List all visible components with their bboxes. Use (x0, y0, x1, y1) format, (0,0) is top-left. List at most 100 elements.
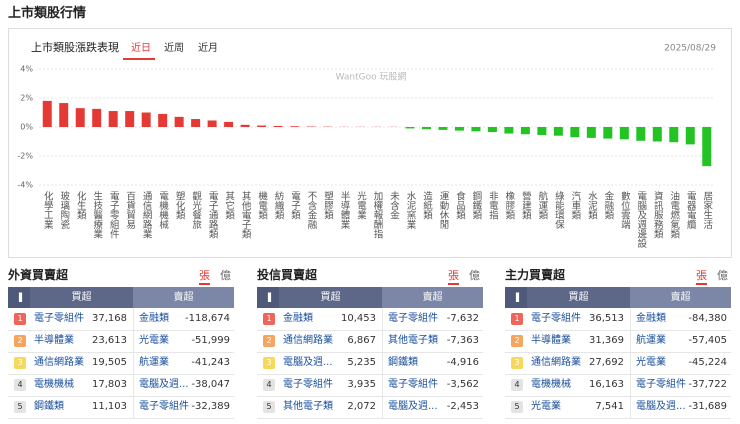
sell-name[interactable]: 電子零組件 (139, 401, 189, 412)
buy-value: 16,163 (589, 379, 624, 390)
x-tick-label: 其它類 (223, 191, 235, 220)
bar (158, 113, 168, 127)
bar (224, 121, 234, 127)
sell-name[interactable]: 電腦及週... (388, 401, 438, 412)
buy-name[interactable]: 金融類 (283, 313, 313, 324)
x-tick-label: 航運類 (536, 190, 548, 220)
unit-toggle[interactable]: 張 (448, 267, 459, 285)
buy-name[interactable]: 半導體業 (34, 335, 74, 346)
buy-name[interactable]: 電子零組件 (283, 379, 333, 390)
x-tick-label: 紡織類 (273, 190, 285, 220)
table-row: 1 電子零組件 36,513 金融類 -84,380 (505, 308, 731, 331)
unit-toggle[interactable]: 張 (696, 267, 707, 285)
rank-badge: 2 (263, 335, 275, 347)
bar (421, 127, 431, 130)
sell-name[interactable]: 金融類 (636, 313, 666, 324)
table-row: 5 光電業 7,541 電腦及週... -31,689 (505, 396, 731, 419)
unit-toggle[interactable]: 張 (199, 267, 210, 285)
header-row: ▐ 買超 賣超 (8, 287, 234, 308)
sell-name[interactable]: 電子零組件 (388, 379, 438, 390)
buy-name[interactable]: 鋼鐵類 (34, 401, 64, 412)
buy-name[interactable]: 電腦及週... (283, 357, 333, 368)
unit-toggle[interactable]: 億 (469, 269, 480, 282)
x-tick-label: 食品類 (454, 190, 466, 220)
sell-name[interactable]: 光電業 (636, 357, 666, 368)
y-tick-label: 2% (20, 94, 33, 103)
bar (405, 127, 415, 129)
unit-toggle[interactable]: 億 (220, 269, 231, 282)
table-row: 2 通信網路業 6,867 其他電子類 -7,363 (257, 330, 483, 353)
bar (108, 111, 118, 127)
divider (382, 352, 383, 374)
bar (570, 127, 580, 138)
buy-name[interactable]: 電子零組件 (34, 313, 84, 324)
x-tick-label: 觀光餐旅 (190, 190, 202, 230)
buy-name[interactable]: 電機機械 (34, 379, 74, 390)
tab[interactable]: 近日 (131, 41, 151, 54)
buy-name[interactable]: 通信網路業 (34, 357, 84, 368)
buy-name[interactable]: 其他電子類 (283, 401, 333, 412)
x-tick-label: 電器電纜 (685, 191, 697, 230)
table-row: 4 電機機械 17,803 電腦及週... -38,047 (8, 374, 234, 397)
x-tick-label: 其他電子類 (240, 191, 252, 239)
sell-value: -2,453 (446, 401, 479, 412)
bar (290, 126, 300, 127)
sell-name[interactable]: 電腦及週... (139, 379, 189, 390)
bar (42, 100, 52, 127)
buy-name[interactable]: 電子零組件 (531, 313, 581, 324)
x-tick-label: 電子類 (289, 191, 301, 220)
divider (630, 330, 631, 352)
buy-name[interactable]: 通信網路業 (531, 357, 581, 368)
rank-badge: 5 (511, 401, 523, 413)
table-title: 外資買賣超 (8, 268, 69, 282)
divider (133, 330, 134, 352)
tab[interactable]: 近月 (198, 41, 218, 54)
date: 2025/08/29 (664, 44, 716, 54)
x-tick-label: 油電燃氣類 (668, 190, 680, 239)
sell-name[interactable]: 其他電子類 (388, 335, 438, 346)
table-title: 主力買賣超 (505, 268, 566, 282)
sell-name[interactable]: 鋼鐵類 (388, 357, 418, 368)
bar (636, 127, 646, 141)
rank-badge: 1 (14, 313, 26, 325)
sell-name[interactable]: 電子零組件 (636, 379, 686, 390)
rank-badge: 1 (511, 313, 523, 325)
divider (382, 396, 383, 418)
sell-name[interactable]: 電腦及週... (636, 401, 686, 412)
sell-name[interactable]: 航運業 (636, 335, 666, 346)
page-title: 上市類股行情 (8, 6, 87, 21)
divider (382, 374, 383, 396)
x-tick-label: 綠能環保 (553, 190, 565, 230)
sell-name[interactable]: 航運業 (139, 357, 169, 368)
sell-name[interactable]: 金融類 (139, 313, 169, 324)
header-icon: ▐ (8, 287, 30, 308)
bar (652, 127, 662, 142)
buy-name[interactable]: 通信網路業 (283, 335, 333, 346)
table-row: 4 電子零組件 3,935 電子零組件 -3,562 (257, 374, 483, 397)
unit-toggle[interactable]: 億 (717, 269, 728, 282)
x-tick-label: 機電類 (256, 190, 268, 220)
sell-value: -84,380 (688, 313, 727, 324)
bar (240, 124, 250, 127)
rank-badge: 2 (511, 335, 523, 347)
tab[interactable]: 近周 (164, 41, 184, 54)
table-row: 3 電腦及週... 5,235 鋼鐵類 -4,916 (257, 352, 483, 375)
rank-badge: 1 (263, 313, 275, 325)
table-row: 2 半導體業 31,369 航運業 -57,405 (505, 330, 731, 353)
buy-name[interactable]: 光電業 (531, 401, 561, 412)
buy-value: 11,103 (92, 401, 127, 412)
divider (133, 352, 134, 374)
table-row: 5 其他電子類 2,072 電腦及週... -2,453 (257, 396, 483, 419)
sell-name[interactable]: 電子零組件 (388, 313, 438, 324)
buy-name[interactable]: 電機機械 (531, 379, 571, 390)
table-row: 3 通信網路業 19,505 航運業 -41,243 (8, 352, 234, 375)
x-tick-label: 不含金融 (306, 191, 318, 230)
sell-name[interactable]: 光電業 (139, 335, 169, 346)
x-tick-label: 鋼鐵類 (470, 190, 482, 220)
header-cell: 賣超 (630, 287, 731, 308)
buy-value: 37,168 (92, 313, 127, 324)
buy-name[interactable]: 半導體業 (531, 335, 571, 346)
x-tick-label: 金融類 (602, 190, 614, 220)
bar (125, 111, 135, 127)
x-tick-label: 通信網路業 (141, 191, 153, 239)
